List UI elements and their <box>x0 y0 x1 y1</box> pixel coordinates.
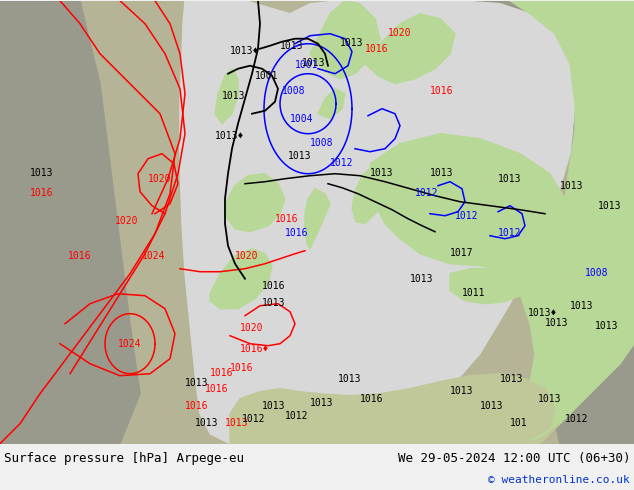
Polygon shape <box>555 194 634 444</box>
Text: 1012: 1012 <box>242 414 266 424</box>
Text: 1020: 1020 <box>148 174 172 184</box>
Text: 1013: 1013 <box>185 378 209 388</box>
Text: 1013: 1013 <box>195 417 219 428</box>
Polygon shape <box>305 189 330 249</box>
Polygon shape <box>370 134 565 266</box>
Text: 1013: 1013 <box>430 168 453 178</box>
Text: 1020: 1020 <box>240 323 264 333</box>
Text: 1013: 1013 <box>288 151 311 161</box>
Polygon shape <box>230 374 560 444</box>
Text: 1012: 1012 <box>565 414 588 424</box>
Text: 1016: 1016 <box>210 368 233 378</box>
Text: 1012: 1012 <box>330 158 354 168</box>
Text: 1020: 1020 <box>388 28 411 38</box>
Text: 1016♦: 1016♦ <box>240 343 269 354</box>
Text: 1013: 1013 <box>480 401 503 411</box>
Text: 1020: 1020 <box>235 251 259 261</box>
Text: 1013: 1013 <box>410 274 434 284</box>
Text: 1013: 1013 <box>598 201 621 211</box>
Text: 1012: 1012 <box>498 228 522 238</box>
Text: 1013: 1013 <box>280 41 304 51</box>
Text: 1013: 1013 <box>500 374 524 384</box>
Text: 1016: 1016 <box>285 228 309 238</box>
Text: 1013: 1013 <box>450 386 474 396</box>
Text: 1016: 1016 <box>360 393 384 404</box>
Polygon shape <box>365 14 455 84</box>
Polygon shape <box>0 0 140 444</box>
Text: 1013: 1013 <box>338 374 361 384</box>
Text: 1001: 1001 <box>255 71 278 81</box>
Text: 1020: 1020 <box>115 216 138 226</box>
Text: 101: 101 <box>510 417 527 428</box>
Polygon shape <box>215 69 238 123</box>
Text: 1016: 1016 <box>275 214 299 224</box>
Text: 1013: 1013 <box>538 393 562 404</box>
Text: 1013♦: 1013♦ <box>215 131 244 141</box>
Text: 1013: 1013 <box>545 318 569 328</box>
Text: 1013♦: 1013♦ <box>230 46 259 56</box>
Text: 1013: 1013 <box>225 417 249 428</box>
Polygon shape <box>210 249 272 309</box>
Text: 1011: 1011 <box>462 288 486 298</box>
Text: 1016: 1016 <box>185 401 209 411</box>
Text: 1008: 1008 <box>310 138 333 147</box>
Text: 1016: 1016 <box>230 363 254 373</box>
Polygon shape <box>318 89 345 119</box>
Text: 1004: 1004 <box>290 114 313 123</box>
Text: 1008: 1008 <box>585 268 609 278</box>
Text: 1013: 1013 <box>302 58 325 68</box>
Text: 1017: 1017 <box>450 248 474 258</box>
Text: 1013: 1013 <box>340 38 363 48</box>
Text: 1013: 1013 <box>570 301 593 311</box>
Polygon shape <box>290 0 575 444</box>
Text: 1013: 1013 <box>30 168 53 178</box>
Text: 1013♦: 1013♦ <box>528 308 557 318</box>
Polygon shape <box>350 0 634 134</box>
Text: 1013: 1013 <box>262 401 285 411</box>
Text: 1024: 1024 <box>118 339 141 349</box>
Text: 1024: 1024 <box>142 251 165 261</box>
Text: We 29-05-2024 12:00 UTC (06+30): We 29-05-2024 12:00 UTC (06+30) <box>398 452 630 465</box>
Text: 1012: 1012 <box>285 411 309 421</box>
Text: 1013: 1013 <box>222 91 245 101</box>
Polygon shape <box>225 174 285 232</box>
Polygon shape <box>450 269 525 304</box>
Text: 1012: 1012 <box>455 211 479 220</box>
Polygon shape <box>480 0 634 444</box>
Text: 1016: 1016 <box>365 44 389 54</box>
Text: 1016: 1016 <box>30 188 53 197</box>
Text: 1016: 1016 <box>68 251 91 261</box>
Text: Surface pressure [hPa] Arpege-eu: Surface pressure [hPa] Arpege-eu <box>4 452 244 465</box>
Polygon shape <box>180 0 390 444</box>
Text: 1016: 1016 <box>262 281 285 291</box>
Text: 1013: 1013 <box>262 298 285 308</box>
Polygon shape <box>310 0 380 79</box>
Text: 1001: 1001 <box>295 60 318 70</box>
Text: 1013: 1013 <box>595 321 619 331</box>
Text: 1013: 1013 <box>498 174 522 184</box>
Text: 1016: 1016 <box>430 86 453 96</box>
Polygon shape <box>352 159 405 224</box>
Text: 1012: 1012 <box>415 188 439 197</box>
Text: 1013: 1013 <box>370 168 394 178</box>
Text: 1008: 1008 <box>282 86 306 96</box>
Text: © weatheronline.co.uk: © weatheronline.co.uk <box>488 475 630 485</box>
Text: 1013: 1013 <box>560 181 583 191</box>
Text: 1013: 1013 <box>310 398 333 408</box>
Text: 1016: 1016 <box>205 384 228 393</box>
